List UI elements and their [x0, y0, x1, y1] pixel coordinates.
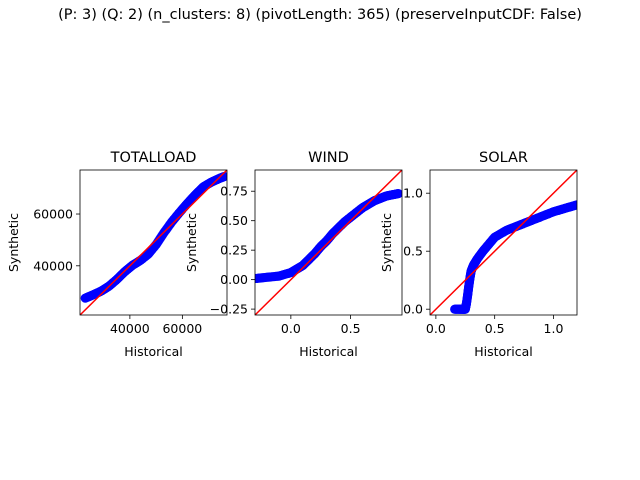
plot-area-solar — [430, 170, 577, 315]
y-tick-label: 60000 — [33, 207, 73, 222]
plot-area-totalload — [80, 170, 227, 315]
plot-area-wind — [255, 170, 402, 315]
panel-title: WIND — [308, 150, 349, 166]
panel-title: SOLAR — [479, 150, 528, 166]
axes-frame — [429, 169, 578, 316]
figure-suptitle: (P: 3) (Q: 2) (n_clusters: 8) (pivotLeng… — [58, 7, 582, 23]
qq-point — [393, 188, 402, 199]
x-tick-label: 0.0 — [426, 321, 446, 336]
panel-solar: 0.0 0.5 1.0 0.0 0.5 1.0 SOLAR Historical Synthet… — [379, 150, 578, 359]
x-tick-label: 40000 — [110, 321, 150, 336]
y-tick-label: 0.75 — [220, 184, 248, 199]
y-tick-label: 0.25 — [220, 243, 248, 258]
y-tick-label: 0.5 — [403, 244, 423, 259]
x-axis-label: Historical — [474, 344, 533, 359]
x-tick-label: 0.5 — [341, 321, 361, 336]
y-axis-label: Synthetic — [6, 213, 21, 272]
qq-point — [572, 200, 577, 210]
y-tick-label: −0.25 — [210, 302, 248, 317]
reference-line — [255, 170, 402, 315]
axes-frame — [79, 169, 228, 316]
y-tick-label: 40000 — [33, 258, 73, 273]
y-tick-label: 0.0 — [403, 302, 423, 317]
panel-title: TOTALLOAD — [110, 150, 197, 166]
reference-line — [80, 170, 227, 315]
x-tick-label: 0.0 — [281, 321, 301, 336]
x-tick-label: 1.0 — [544, 321, 564, 336]
panel-totalload: 40000 60000 40000 60000 TOTALLOAD Historical S… — [6, 150, 228, 359]
y-tick-label: 0.00 — [220, 272, 248, 287]
y-tick-label: 0.50 — [220, 213, 248, 228]
panel-wind: 0.0 0.5 −0.25 0.00 0.25 0.50 0.75 WIND Historica… — [184, 150, 403, 359]
y-axis-label: Synthetic — [379, 213, 394, 272]
axes-frame — [254, 169, 403, 316]
qq-point — [219, 171, 227, 182]
x-tick-label: 60000 — [162, 321, 202, 336]
y-tick-label: 1.0 — [403, 186, 423, 201]
x-tick-label: 0.5 — [485, 321, 505, 336]
reference-line — [430, 170, 577, 315]
x-axis-label: Historical — [299, 344, 358, 359]
x-axis-label: Historical — [124, 344, 183, 359]
y-axis-label: Synthetic — [184, 213, 199, 272]
